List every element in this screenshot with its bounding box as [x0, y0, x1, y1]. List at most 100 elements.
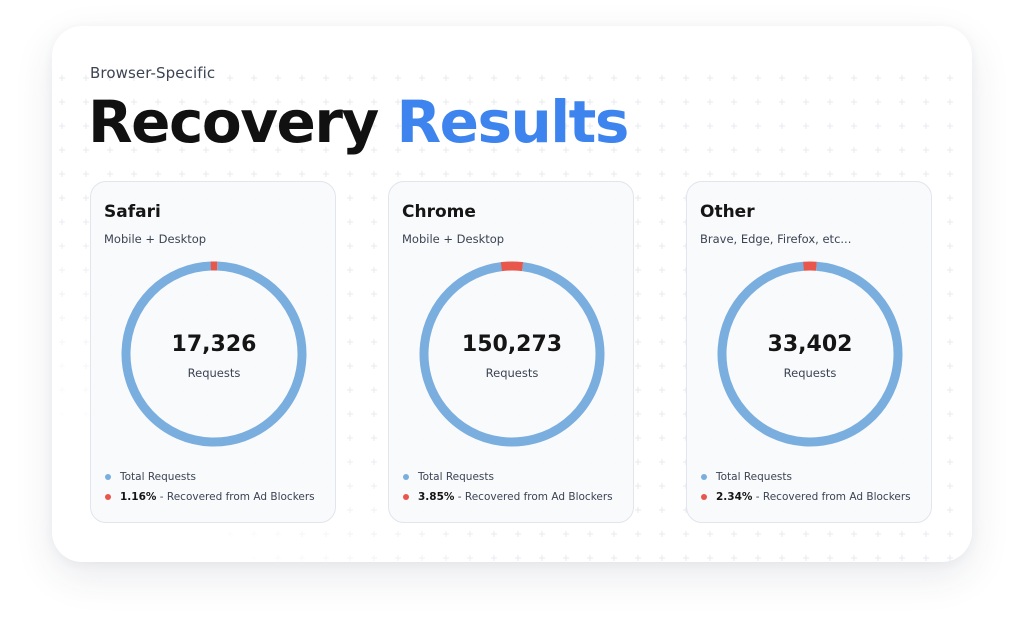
plus-mark [251, 531, 257, 537]
plus-mark [899, 123, 905, 129]
card-title: Safari [104, 202, 161, 222]
plus-mark [899, 75, 905, 81]
plus-mark [275, 99, 281, 105]
plus-mark [395, 75, 401, 81]
plus-mark [923, 531, 929, 537]
plus-mark [731, 147, 737, 153]
plus-mark [947, 291, 953, 297]
plus-mark [851, 147, 857, 153]
plus-mark [587, 75, 593, 81]
plus-mark [323, 555, 329, 561]
recovered-percent: 1.16% [120, 491, 157, 503]
plus-mark [659, 531, 665, 537]
plus-mark [299, 171, 305, 177]
plus-mark [659, 171, 665, 177]
plus-mark [347, 531, 353, 537]
plus-mark [371, 459, 377, 465]
plus-mark [203, 123, 209, 129]
plus-mark [491, 123, 497, 129]
plus-mark [635, 291, 641, 297]
plus-mark [443, 531, 449, 537]
plus-mark [875, 99, 881, 105]
plus-mark [107, 75, 113, 81]
plus-mark [923, 99, 929, 105]
plus-mark [299, 555, 305, 561]
plus-mark [323, 123, 329, 129]
plus-mark [659, 123, 665, 129]
plus-mark [467, 171, 473, 177]
plus-mark [371, 219, 377, 225]
plus-mark [155, 171, 161, 177]
plus-mark [59, 243, 65, 249]
plus-mark [419, 171, 425, 177]
plus-mark [323, 147, 329, 153]
plus-mark [947, 387, 953, 393]
plus-mark [539, 555, 545, 561]
plus-mark [947, 243, 953, 249]
plus-mark [203, 147, 209, 153]
plus-mark [515, 99, 521, 105]
plus-mark [227, 99, 233, 105]
plus-mark [323, 171, 329, 177]
plus-mark [875, 555, 881, 561]
plus-mark [611, 99, 617, 105]
plus-mark [515, 171, 521, 177]
plus-mark [587, 531, 593, 537]
plus-mark [275, 75, 281, 81]
legend-total: Total Requests [105, 471, 196, 483]
legend-recovered: 3.85% - Recovered from Ad Blockers [403, 491, 613, 503]
plus-mark [923, 123, 929, 129]
plus-mark [875, 75, 881, 81]
plus-mark [875, 123, 881, 129]
plus-mark [419, 531, 425, 537]
plus-mark [419, 75, 425, 81]
plus-mark [947, 531, 953, 537]
plus-mark [755, 123, 761, 129]
plus-mark [635, 195, 641, 201]
plus-mark [947, 219, 953, 225]
plus-mark [491, 171, 497, 177]
plus-mark [83, 195, 89, 201]
plus-mark [611, 555, 617, 561]
plus-mark [563, 171, 569, 177]
plus-mark [443, 147, 449, 153]
plus-mark [251, 75, 257, 81]
plus-mark [371, 483, 377, 489]
recovered-dot-icon [105, 494, 111, 500]
legend-recovered-label: - Recovered from Ad Blockers [156, 491, 315, 503]
plus-mark [611, 531, 617, 537]
plus-mark [539, 123, 545, 129]
plus-mark [659, 291, 665, 297]
plus-mark [947, 363, 953, 369]
plus-mark [563, 555, 569, 561]
plus-mark [611, 147, 617, 153]
plus-mark [323, 75, 329, 81]
plus-mark [659, 243, 665, 249]
plus-mark [947, 195, 953, 201]
recovered-slice [717, 261, 903, 447]
plus-mark [923, 555, 929, 561]
plus-mark [683, 123, 689, 129]
plus-mark [155, 75, 161, 81]
total-dot-icon [701, 474, 707, 480]
plus-mark [635, 75, 641, 81]
recovered-slice [419, 261, 605, 447]
plus-mark [371, 411, 377, 417]
plus-mark [347, 483, 353, 489]
plus-mark [707, 531, 713, 537]
recovered-percent: 3.85% [418, 491, 455, 503]
plus-mark [515, 147, 521, 153]
plus-mark [707, 555, 713, 561]
plus-mark [299, 147, 305, 153]
plus-mark [59, 147, 65, 153]
plus-mark [371, 195, 377, 201]
plus-mark [851, 531, 857, 537]
plus-mark [707, 171, 713, 177]
plus-mark [947, 435, 953, 441]
plus-mark [371, 123, 377, 129]
plus-mark [635, 411, 641, 417]
plus-mark [443, 555, 449, 561]
plus-mark [563, 75, 569, 81]
plus-mark [659, 99, 665, 105]
plus-mark [875, 531, 881, 537]
